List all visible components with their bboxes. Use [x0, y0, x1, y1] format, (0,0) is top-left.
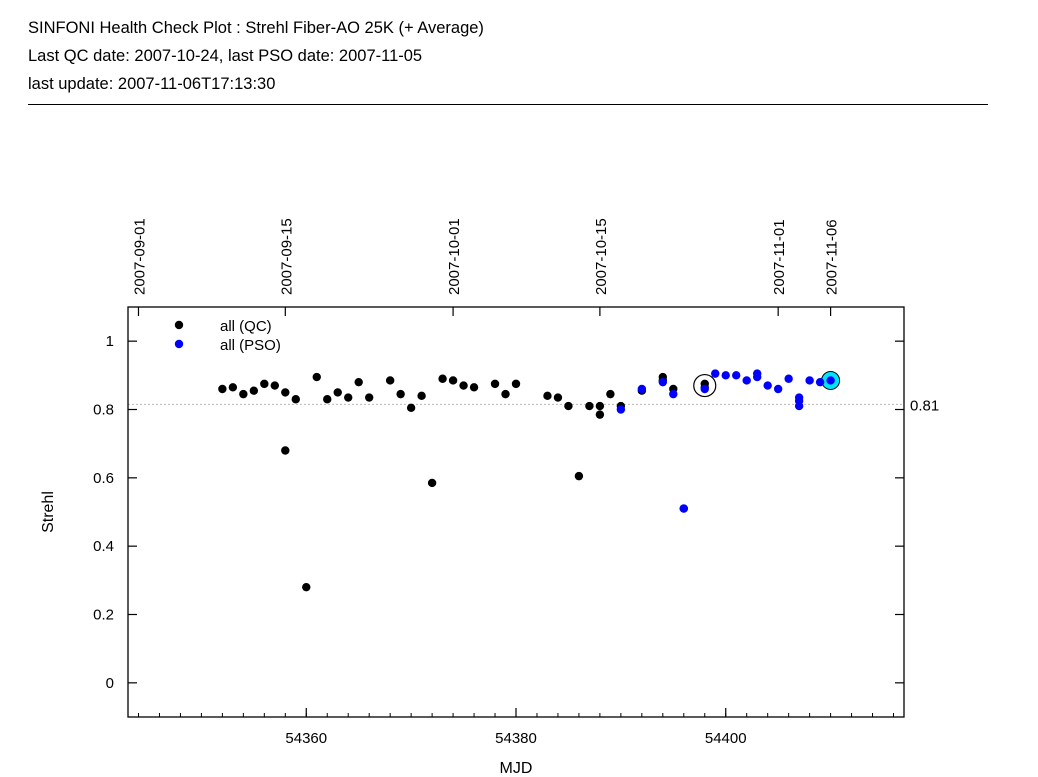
qc-point — [427, 478, 437, 488]
qc-point — [417, 391, 426, 401]
update-line: last update: 2007-11-06T17:13:30 — [28, 75, 276, 93]
qc-date-line: Last QC date: 2007-10-24, last PSO date:… — [28, 47, 423, 65]
qc-point — [270, 381, 280, 390]
qc-point — [543, 391, 552, 401]
pso-point — [784, 374, 793, 383]
qc-point — [281, 446, 290, 455]
qc-point — [459, 381, 468, 390]
qc-point — [228, 383, 238, 392]
qc-point — [218, 384, 227, 394]
pso-point — [763, 381, 772, 390]
date-tick-label: 2007-11-06 — [824, 219, 841, 295]
qc-point — [585, 401, 594, 411]
qc-point — [396, 389, 405, 399]
qc-point — [595, 410, 605, 419]
y-axis-title: Strehl — [40, 491, 57, 533]
qc-point — [501, 389, 510, 399]
date-tick-label: 2007-09-01 — [131, 218, 148, 295]
qc-point — [511, 379, 521, 389]
pso-point — [616, 405, 626, 414]
qc-point — [595, 401, 605, 411]
legend-marker — [174, 320, 184, 330]
qc-point — [302, 582, 311, 592]
date-tick-label: 2007-11-01 — [771, 219, 788, 295]
qc-point — [406, 403, 416, 412]
x-tick-label: 54380 — [495, 730, 537, 747]
y-tick-label: 0 — [106, 675, 114, 692]
legend-marker — [174, 339, 184, 349]
pso-point — [721, 371, 730, 380]
header: SINFONI Health Check Plot : Strehl Fiber… — [28, 14, 484, 98]
qc-point — [260, 379, 269, 389]
pso-point — [732, 371, 741, 380]
qc-point — [354, 377, 363, 387]
date-tick-label: 2007-10-15 — [593, 218, 610, 295]
pso-point — [658, 377, 668, 387]
pso-point — [773, 384, 783, 394]
qc-point — [385, 376, 395, 385]
pso-point — [637, 384, 647, 394]
x-axis-title: MJD — [500, 760, 533, 777]
pso-point — [679, 504, 688, 513]
pso-point — [669, 389, 678, 399]
qc-point — [249, 386, 259, 395]
pso-point — [815, 377, 825, 387]
qc-point — [323, 395, 332, 404]
pso-point — [700, 384, 709, 394]
y-tick-label: 0.4 — [93, 538, 114, 555]
plot-title: SINFONI Health Check Plot : Strehl Fiber… — [28, 19, 484, 37]
legend-label: all (PSO) — [220, 337, 281, 354]
qc-point — [469, 383, 479, 392]
qc-point — [606, 389, 615, 399]
y-tick-label: 0.6 — [93, 470, 114, 487]
qc-point — [281, 388, 290, 397]
header-divider — [28, 104, 988, 105]
pso-point — [742, 376, 751, 385]
y-tick-label: 0.2 — [93, 607, 114, 624]
average-label: 0.81 — [910, 397, 939, 414]
qc-point — [564, 401, 573, 411]
qc-point — [344, 393, 353, 402]
y-tick-label: 0.8 — [93, 402, 114, 419]
qc-point — [553, 393, 563, 402]
qc-point — [333, 388, 342, 397]
pso-point — [794, 401, 804, 411]
y-tick-label: 1 — [106, 333, 114, 350]
x-tick-label: 54400 — [705, 730, 747, 747]
plot-frame — [127, 306, 905, 718]
qc-point — [239, 389, 248, 399]
qc-point — [438, 374, 447, 383]
qc-point — [312, 372, 321, 382]
date-tick-label: 2007-10-01 — [446, 218, 463, 295]
pso-point — [752, 372, 762, 382]
qc-point — [448, 376, 458, 385]
pso-point — [805, 376, 814, 385]
qc-point — [490, 379, 500, 389]
legend-label: all (QC) — [220, 318, 272, 335]
date-tick-label: 2007-09-15 — [278, 218, 295, 295]
pso-point — [711, 369, 720, 378]
x-tick-label: 54360 — [285, 730, 327, 747]
qc-point — [364, 393, 374, 402]
pso-point — [826, 376, 835, 385]
qc-point — [574, 471, 584, 481]
qc-point — [291, 395, 300, 404]
last-qc-highlight — [693, 373, 717, 398]
